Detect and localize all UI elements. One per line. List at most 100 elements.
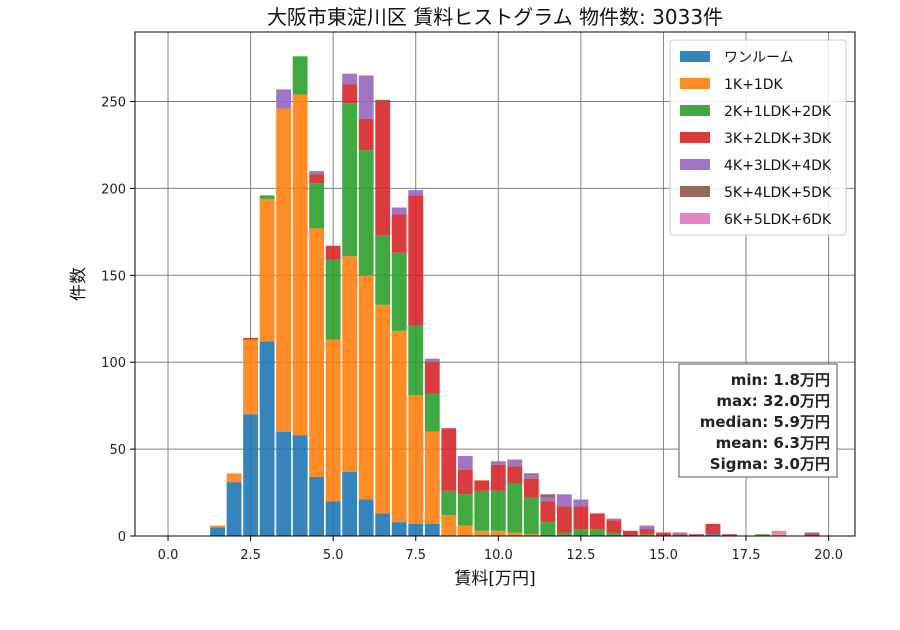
- bar-segment: [276, 431, 292, 536]
- bar-segment: [358, 275, 374, 500]
- bar-segment: [325, 501, 341, 536]
- bar-segment: [375, 304, 391, 514]
- bar-segment: [556, 506, 572, 533]
- bar-segment: [573, 506, 589, 530]
- bar-segment: [672, 532, 688, 535]
- bar-segment: [540, 522, 556, 536]
- bar-segment: [309, 183, 325, 229]
- bar-segment: [441, 428, 457, 491]
- bar-segment: [540, 497, 556, 502]
- bar-segment: [342, 256, 358, 472]
- legend-swatch: [680, 213, 710, 224]
- bar-segment: [424, 523, 440, 536]
- bar-segment: [507, 459, 523, 467]
- bar-segment: [342, 73, 358, 85]
- bar-segment: [490, 490, 506, 531]
- bar-segment: [342, 103, 358, 257]
- bar-segment: [408, 325, 424, 396]
- bar-segment: [259, 341, 275, 536]
- bar-segment: [589, 513, 605, 530]
- x-axis-label: 賃料[万円]: [454, 569, 535, 589]
- stats-line: min: 1.8万円: [731, 371, 830, 389]
- bar-segment: [474, 480, 490, 491]
- bar-segment: [408, 190, 424, 196]
- bar-segment: [722, 534, 737, 536]
- bar-segment: [705, 523, 721, 535]
- bar-segment: [540, 501, 556, 523]
- bar-segment: [457, 456, 473, 470]
- bar-segment: [210, 525, 225, 528]
- bar-segment: [424, 358, 440, 363]
- legend-swatch: [680, 105, 710, 116]
- bar-segment: [309, 171, 325, 175]
- plot-area-frame: [134, 31, 856, 537]
- legend-swatch: [680, 132, 710, 143]
- stats-line: mean: 6.3万円: [716, 434, 830, 452]
- bar-segment: [358, 118, 374, 151]
- legend-label: 4K+3LDK+4DK: [724, 158, 832, 174]
- bar-segment: [276, 108, 292, 432]
- stats-line: Sigma: 3.0万円: [710, 455, 830, 473]
- bar-segment: [226, 482, 242, 536]
- legend: ワンルーム 1K+1DK 2K+1LDK+2DK 3K+2LDK+3DK 4K+3LDK…: [669, 39, 847, 236]
- bar-segment: [606, 532, 622, 536]
- y-tick-label: 0: [118, 530, 126, 545]
- bar-segment: [424, 362, 440, 394]
- legend-swatch: [680, 159, 710, 170]
- bar-segment: [606, 520, 622, 533]
- bar-segment: [226, 473, 242, 483]
- bar-segment: [705, 534, 721, 536]
- bar-segment: [639, 534, 655, 536]
- bar-segment: [441, 515, 457, 536]
- legend-swatch: [680, 51, 710, 62]
- bar-segment: [391, 330, 407, 523]
- y-tick-label: 200: [101, 182, 126, 197]
- bar-segment: [507, 483, 523, 533]
- bar-segment: [457, 469, 473, 495]
- bar-segment: [490, 464, 506, 491]
- bar-segment: [358, 499, 374, 536]
- x-tick-label: 10.0: [484, 548, 513, 563]
- bar-segment: [243, 414, 259, 536]
- legend-swatch: [680, 78, 710, 89]
- bar-segment: [243, 339, 259, 415]
- y-tick-label: 250: [101, 96, 126, 111]
- bar-segment: [771, 534, 787, 536]
- stats-line: median: 5.9万円: [700, 413, 830, 431]
- bar-segment: [391, 252, 407, 331]
- bar-segment: [375, 101, 391, 236]
- bar-segment: [457, 494, 473, 526]
- bar-segment: [408, 523, 424, 536]
- y-tick-label: 100: [101, 356, 126, 371]
- x-tick-label: 12.5: [566, 548, 595, 563]
- bar-segment: [656, 532, 671, 536]
- legend-label: 5K+4LDK+5DK: [724, 185, 832, 201]
- bar-segment: [589, 529, 605, 536]
- bar-segment: [375, 99, 391, 102]
- x-tick-label: 15.0: [649, 548, 678, 563]
- bar-segment: [606, 518, 622, 521]
- bar-segment: [292, 435, 308, 536]
- bar-segment: [292, 56, 308, 95]
- bar-segment: [523, 534, 539, 536]
- bar-segment: [259, 195, 275, 199]
- bar-segment: [424, 431, 440, 524]
- x-tick-label: 17.5: [732, 548, 761, 563]
- bar-segment: [540, 494, 556, 498]
- bar-segment: [523, 497, 539, 535]
- bar-segment: [523, 475, 539, 479]
- bar-segment: [325, 245, 341, 260]
- x-axis-ticks: 0.0 2.5 5.0 7.5 10.0 12.5 15.0 17.5 20.0: [158, 536, 843, 563]
- bar-segment: [292, 94, 308, 436]
- legend-label: 2K+1LDK+2DK: [724, 104, 832, 120]
- bar-segment: [490, 461, 506, 465]
- bar-segment: [689, 534, 704, 536]
- stats-line: max: 32.0万円: [716, 392, 830, 410]
- bar-segment: [441, 490, 457, 516]
- bar-segment: [639, 525, 655, 530]
- bar-segment: [408, 395, 424, 524]
- bar-segment: [210, 527, 225, 536]
- bar-segment: [259, 198, 275, 342]
- y-axis-ticks: 0 50 100 150 200 250: [101, 96, 135, 545]
